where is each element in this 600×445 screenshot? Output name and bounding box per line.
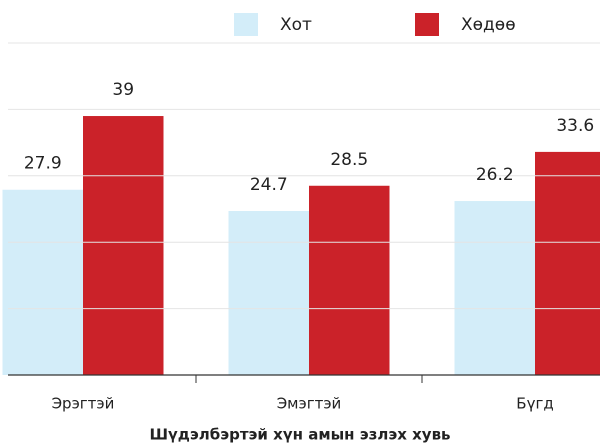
- x-tick-label: Эмэгтэй: [277, 395, 342, 413]
- bar: [535, 151, 600, 375]
- x-tick-label: Эрэгтэй: [52, 395, 115, 413]
- value-label: 39: [112, 80, 134, 100]
- legend-swatch: [234, 13, 258, 36]
- value-label: 27.9: [24, 154, 62, 174]
- bar: [2, 189, 83, 375]
- x-tick-label: Бүгд: [516, 395, 553, 413]
- legend-label: Хөдөө: [461, 15, 516, 35]
- value-label: 33.6: [556, 116, 594, 136]
- chart-title: Шүдэлбэртэй хүн амын эзлэх хувь: [149, 426, 450, 444]
- plot-area: [2, 116, 600, 375]
- bar: [228, 210, 309, 375]
- legend-swatch: [415, 13, 439, 36]
- value-label: 24.7: [250, 175, 288, 195]
- value-label: 28.5: [330, 150, 368, 170]
- bar: [309, 185, 390, 375]
- bar: [83, 116, 164, 375]
- value-label: 26.2: [476, 165, 514, 185]
- bar: [454, 201, 535, 375]
- legend-label: Хот: [280, 15, 312, 35]
